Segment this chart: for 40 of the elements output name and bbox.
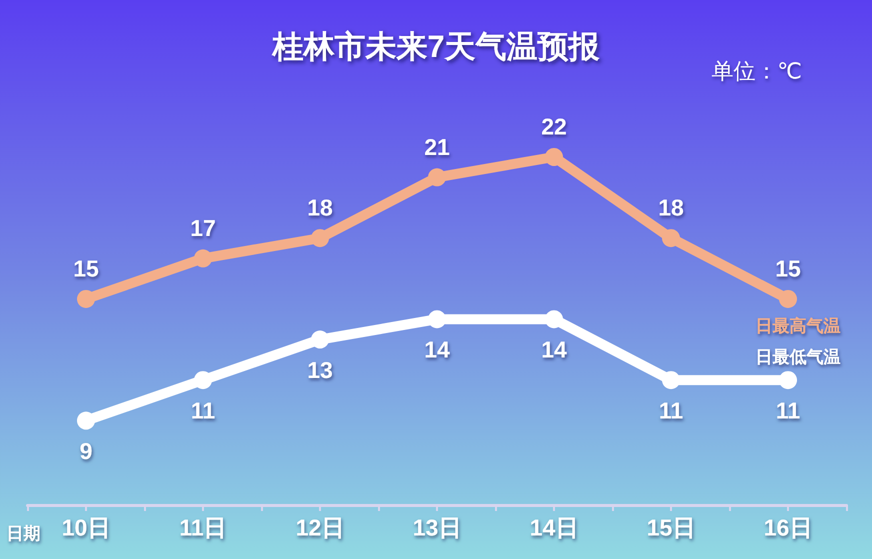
x-tick-label: 12日 xyxy=(296,514,344,540)
data-label: 18 xyxy=(658,194,684,221)
data-label: 11 xyxy=(658,398,684,424)
x-tick-label: 13日 xyxy=(412,514,462,540)
point xyxy=(311,229,329,248)
point xyxy=(77,412,95,430)
point xyxy=(311,330,329,349)
point xyxy=(428,168,446,186)
data-label: 14 xyxy=(541,336,567,363)
series-label: 日最高气温 xyxy=(756,316,840,336)
x-tick-label: 10日 xyxy=(62,514,110,540)
data-label: 11 xyxy=(190,398,216,424)
x-tick-label: 14日 xyxy=(530,514,578,540)
point xyxy=(194,371,212,390)
data-label: 13 xyxy=(307,357,333,384)
point xyxy=(545,148,563,166)
data-label: 11 xyxy=(776,398,800,424)
point xyxy=(662,229,680,248)
point xyxy=(662,371,680,390)
data-label: 15 xyxy=(775,255,801,282)
point xyxy=(428,310,446,328)
point xyxy=(194,249,212,268)
x-tick-label: 11日 xyxy=(179,514,227,540)
point xyxy=(779,290,797,308)
data-label: 17 xyxy=(190,214,216,241)
series-label: 日最低气温 xyxy=(756,348,840,367)
x-axis-title: 日期 xyxy=(6,524,40,543)
data-label: 14 xyxy=(424,336,450,363)
point xyxy=(779,371,797,390)
text: 单位：℃ xyxy=(711,58,802,84)
chart-title: 桂林市未来7天气温预报 xyxy=(271,29,601,64)
x-tick-label: 15日 xyxy=(646,514,696,540)
data-label: 18 xyxy=(307,194,333,221)
data-label: 22 xyxy=(541,114,567,140)
point xyxy=(77,290,95,308)
x-tick-label: 16日 xyxy=(764,514,812,540)
data-label: 21 xyxy=(424,134,450,160)
point xyxy=(545,310,563,328)
data-label: 9 xyxy=(80,438,92,464)
data-label: 15 xyxy=(73,255,99,282)
